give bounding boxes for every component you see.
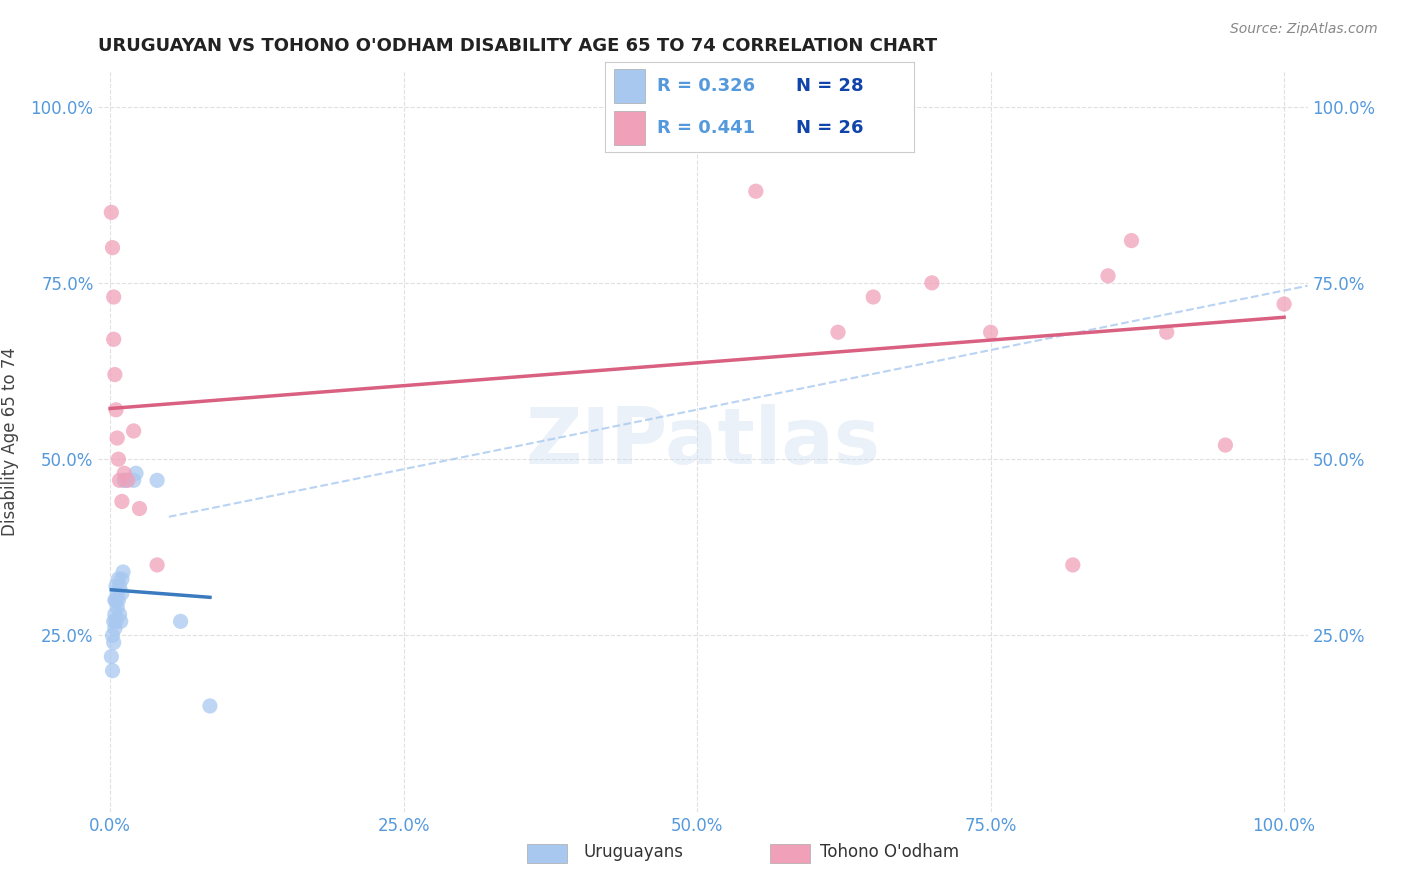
Point bbox=[114, 473, 136, 487]
Point bbox=[112, 467, 135, 481]
Text: N = 26: N = 26 bbox=[796, 119, 863, 136]
Point bbox=[105, 402, 128, 417]
Text: Uruguayans: Uruguayans bbox=[583, 843, 683, 861]
Point bbox=[104, 593, 127, 607]
Point bbox=[107, 452, 129, 467]
Point bbox=[101, 241, 124, 255]
Point bbox=[105, 593, 128, 607]
Bar bbox=[614, 69, 645, 103]
Text: N = 28: N = 28 bbox=[796, 77, 863, 95]
Point bbox=[100, 205, 122, 219]
Point bbox=[107, 593, 129, 607]
Y-axis label: Disability Age 65 to 74: Disability Age 65 to 74 bbox=[1, 347, 20, 536]
Point bbox=[745, 184, 768, 198]
Point bbox=[1156, 325, 1178, 339]
Point bbox=[122, 473, 145, 487]
Point bbox=[101, 664, 124, 678]
Point bbox=[100, 649, 122, 664]
Point bbox=[862, 290, 884, 304]
Text: ZIPatlas: ZIPatlas bbox=[526, 403, 880, 480]
Point bbox=[980, 325, 1002, 339]
Point bbox=[104, 368, 127, 382]
Point bbox=[125, 467, 148, 481]
Point bbox=[104, 621, 127, 635]
Point bbox=[128, 501, 150, 516]
Point bbox=[105, 579, 128, 593]
Point bbox=[112, 473, 135, 487]
Point bbox=[105, 600, 128, 615]
Point bbox=[103, 332, 125, 346]
Point bbox=[108, 607, 131, 622]
Point bbox=[111, 572, 134, 586]
Point bbox=[108, 473, 131, 487]
Point bbox=[1121, 234, 1143, 248]
Text: R = 0.326: R = 0.326 bbox=[657, 77, 755, 95]
Point bbox=[104, 607, 127, 622]
Point bbox=[105, 431, 128, 445]
Point bbox=[101, 628, 124, 642]
Point bbox=[110, 615, 132, 629]
Point bbox=[198, 698, 221, 713]
Point bbox=[1062, 558, 1084, 572]
Point bbox=[107, 572, 129, 586]
Point bbox=[146, 473, 169, 487]
Point bbox=[103, 635, 125, 649]
Point bbox=[112, 565, 135, 579]
Point bbox=[103, 290, 125, 304]
Text: R = 0.441: R = 0.441 bbox=[657, 119, 755, 136]
Text: Tohono O'odham: Tohono O'odham bbox=[820, 843, 959, 861]
Point bbox=[169, 615, 191, 629]
Text: Source: ZipAtlas.com: Source: ZipAtlas.com bbox=[1230, 22, 1378, 37]
Point bbox=[827, 325, 849, 339]
Point bbox=[1272, 297, 1295, 311]
Point bbox=[117, 473, 139, 487]
Point bbox=[1215, 438, 1237, 452]
Point bbox=[103, 615, 125, 629]
Point bbox=[146, 558, 169, 572]
Point bbox=[105, 586, 128, 600]
Point bbox=[1097, 268, 1119, 283]
Point bbox=[111, 586, 134, 600]
Bar bbox=[614, 111, 645, 145]
Point bbox=[921, 276, 943, 290]
Point bbox=[108, 579, 131, 593]
Point bbox=[122, 424, 145, 438]
Text: URUGUAYAN VS TOHONO O'ODHAM DISABILITY AGE 65 TO 74 CORRELATION CHART: URUGUAYAN VS TOHONO O'ODHAM DISABILITY A… bbox=[98, 37, 938, 54]
Point bbox=[105, 615, 128, 629]
Point bbox=[111, 494, 134, 508]
